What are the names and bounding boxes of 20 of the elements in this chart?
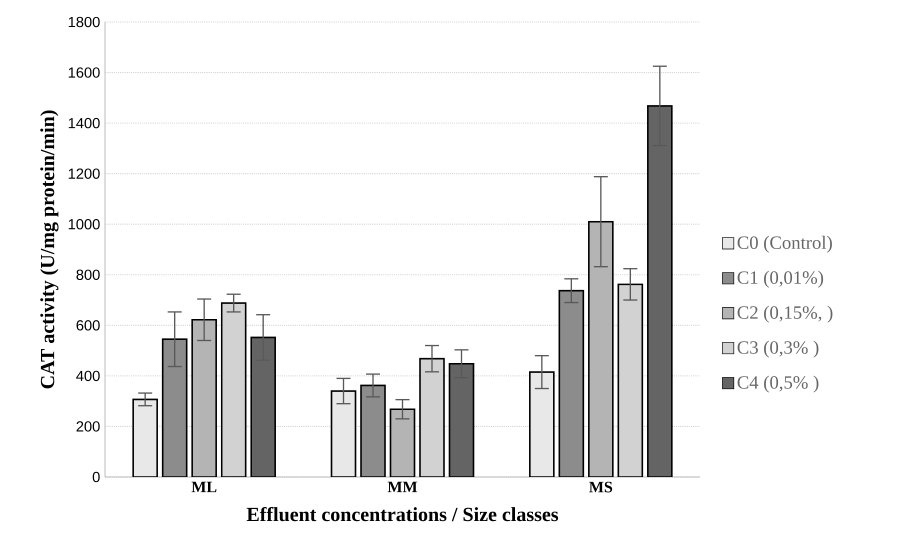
- x-axis-title: Effluent concentrations / Size classes: [246, 506, 558, 522]
- y-tick-label: 1000: [68, 219, 100, 230]
- y-tick-label: 400: [76, 370, 100, 382]
- x-tick-label: MS: [589, 482, 612, 492]
- legend-label: C3 (0,3% ): [738, 340, 818, 358]
- legend-label: C0 (Control): [738, 236, 832, 253]
- y-tick-label: 200: [76, 421, 100, 432]
- y-tick-label: 1200: [68, 168, 100, 179]
- y-tick-label: 1800: [68, 16, 100, 28]
- y-axis-title: CAT activity (U/mg protein/min): [40, 110, 59, 388]
- y-tick-label: 600: [76, 320, 100, 331]
- y-tick-label: 0: [92, 472, 100, 482]
- y-tick-label: 800: [76, 270, 100, 280]
- x-tick-label: MM: [388, 482, 418, 492]
- y-tick-label: 1400: [68, 118, 100, 128]
- x-tick-label: ML: [192, 482, 216, 492]
- legend-label: C2 (0,15%, ): [738, 306, 832, 323]
- legend-label: C1 (0,01%): [738, 270, 824, 288]
- legend-label: C4 (0,5% ): [738, 376, 818, 393]
- y-tick-label: 1600: [68, 67, 100, 78]
